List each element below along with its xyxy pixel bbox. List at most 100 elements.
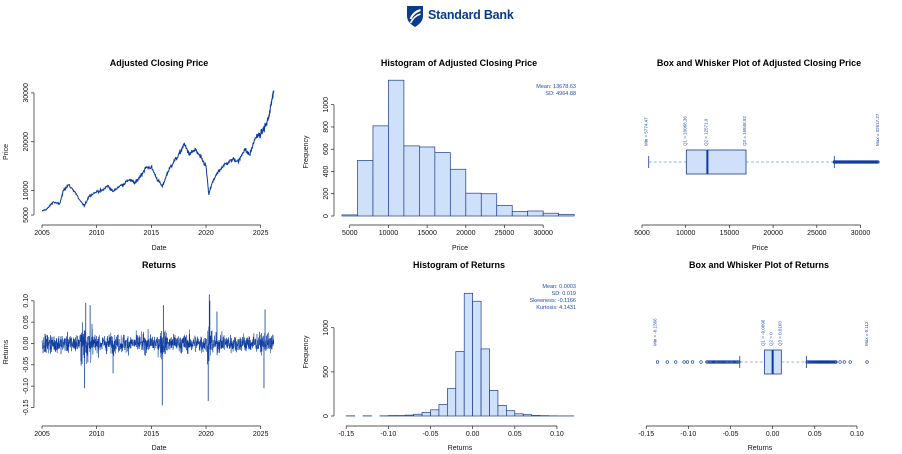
x-axis-label: Date [152,445,167,452]
x-tick-label: 10000 [676,230,696,237]
chart-title: Box and Whisker Plot of Adjusted Closing… [657,58,861,68]
x-tick-label: 25000 [495,230,515,237]
outlier-point [810,360,814,364]
price-hist-bar [419,146,436,217]
stats-annotation: SD: 0.019 [552,291,576,297]
x-tick-label: -0.05 [423,431,439,438]
price-hist-bar [449,168,467,217]
outlier-point [713,360,717,364]
outlier-point [834,360,838,364]
outlier-point [818,360,822,364]
y-tick-label: 5000 [23,207,30,223]
outlier-point [674,360,678,364]
x-tick-label: -0.05 [723,431,739,438]
x-tick-label: 2025 [253,431,269,438]
brand-name: Standard Bank [428,8,514,22]
panel-returns-boxplot: Box and Whisker Plot of Returns -0.15 -0.1… [638,260,869,452]
standard-bank-shield-icon [407,6,423,27]
panel-returns-histogram: Histogram of Returns -0.15 -0.10 -0.05 0.00 0… [303,260,576,452]
y-tick-label: 500 [323,366,330,378]
price-hist-bar [403,145,420,217]
y-tick-label: 0 [323,214,330,218]
outlier-point [815,360,819,364]
outlier-point [706,360,710,364]
x-tick-label: 30000 [533,230,553,237]
x-tick-label: 10000 [379,230,399,237]
y-axis-label: Frequency [303,335,310,369]
outlier-point [848,360,852,364]
outlier-point [717,360,721,364]
returns-series-line [41,322,275,366]
outlier-point [808,360,812,364]
x-tick-label: 20000 [456,230,476,237]
price-hist-bar [496,205,513,217]
outlier-point [737,360,741,364]
x-tick-label: 2020 [198,230,214,237]
x-tick-label: -0.10 [680,431,696,438]
stats-annotation: SD: 4964.88 [545,91,576,97]
stat-label: Q1 = -0.0096 [761,319,766,346]
outlier-point [728,360,732,364]
stat-label: Q1 = 10068.36 [682,116,687,146]
stat-label: Min = -0.1366 [653,318,658,346]
outlier-point [865,360,869,364]
outlier-point [690,360,695,364]
x-tick-label: 0.05 [508,431,522,438]
chart-title: Histogram of Returns [413,260,505,270]
returns-hist-bar [413,413,423,417]
y-tick-label: 200 [323,188,330,200]
outlier-point [735,360,739,364]
outlier-point [682,360,686,364]
y-axis-label: Price [3,144,10,160]
x-tick-label: 0.00 [766,431,780,438]
x-tick-label: 15000 [720,230,740,237]
outlier-point [721,360,726,364]
stat-label: Q3 = 0.0103 [777,321,782,346]
stat-label: Q2 = 12571.9 [703,118,708,146]
price-hist-bar [388,79,405,217]
returns-hist-bar [421,412,431,417]
outlier-point [665,360,669,364]
y-tick-label: 30000 [23,83,30,103]
outlier-point [725,360,729,364]
stats-annotation: Skewness: -0.1166 [530,298,576,304]
returns-hist-bar [463,292,473,417]
outlier-point [838,360,842,364]
outlier-point [876,160,880,164]
price-hist-bar [480,193,498,217]
returns-hist-bar [404,414,414,417]
outlier-point [720,360,724,364]
outlier-point [734,360,738,364]
returns-hist-bar [489,390,499,417]
price-hist-bar [527,210,544,217]
x-tick-label: 2005 [34,230,50,237]
x-axis-label: Date [152,245,167,252]
returns-hist-bar [514,413,524,417]
x-tick-label: 2005 [34,431,50,438]
price-hist-bar [341,214,358,217]
y-tick-label: -0.15 [23,399,30,415]
chart-title: Histogram of Adjusted Closing Price [381,58,537,68]
stat-label: Max = 32617.27 [875,113,880,146]
y-axis-label: Returns [3,339,10,364]
outlier-point [805,360,809,364]
outlier-point [724,360,728,364]
price-hist-bar [372,125,389,217]
chart-title: Returns [142,260,176,270]
y-tick-label: 400 [323,166,330,178]
price-hist-bar [465,192,482,217]
outlier-point [708,360,712,364]
y-tick-label: 0.00 [23,337,30,351]
outlier-point [726,360,730,364]
stats-annotation: Mean: 0.0003 [542,284,576,290]
outlier-point [842,360,846,364]
stat-label: Q3 = 16848.92 [742,116,747,146]
outlier-point [707,360,711,364]
outlier-point [699,360,703,364]
chart-title: Box and Whisker Plot of Returns [689,260,829,270]
x-tick-label: 0.10 [550,431,564,438]
price-hist-bar [434,152,451,217]
page-header: Standard Bank [0,0,902,36]
panel-returns-line: Returns 2005 2010 2015 2020 2025 Date -0.15 -0.1… [3,260,275,452]
outlier-point [824,360,828,364]
